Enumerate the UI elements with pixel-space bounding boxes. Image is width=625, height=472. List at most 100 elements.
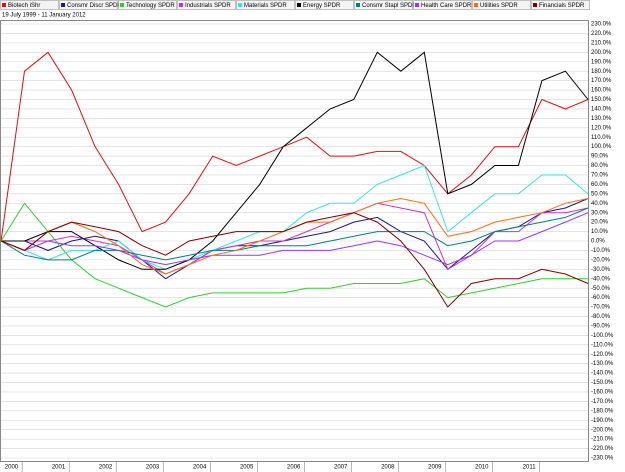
y-tick-label: 100.0% — [591, 144, 612, 150]
y-tick-label: -180.0% — [591, 408, 614, 414]
legend-swatch — [474, 3, 478, 7]
series-line — [1, 51, 589, 270]
y-tick-label: -210.0% — [591, 437, 614, 443]
legend-swatch — [356, 3, 360, 7]
legend-box — [413, 0, 472, 10]
y-tick-label: -200.0% — [591, 427, 614, 433]
y-tick-label: 210.0% — [591, 40, 612, 46]
y-tick-label: -120.0% — [591, 352, 614, 358]
series-line — [0, 207, 589, 261]
series-line — [1, 202, 589, 275]
y-tick-label: 180.0% — [591, 69, 612, 75]
legend-label: Consmr Stapl SPDR — [362, 3, 417, 9]
legend-box — [354, 0, 413, 10]
y-tick-label: 120.0% — [591, 125, 612, 131]
legend-box — [531, 0, 590, 10]
legend-swatch — [297, 3, 301, 7]
legend-label: Consmr Discr SPDR — [67, 3, 122, 9]
y-tick-label: 150.0% — [591, 97, 612, 103]
y-tick-label: -80.0% — [591, 314, 611, 320]
x-tick-label: 2001 — [52, 465, 66, 471]
x-tick-label: 2010 — [475, 465, 489, 471]
y-tick-label: -100.0% — [591, 333, 614, 339]
y-tick-label: -40.0% — [591, 276, 611, 282]
series-line — [0, 164, 589, 270]
series-line — [0, 51, 589, 242]
x-tick-label: 2003 — [146, 465, 160, 471]
x-tick-label: 2009 — [428, 465, 442, 471]
y-tick-label: -130.0% — [591, 361, 614, 367]
legend-swatch — [179, 3, 183, 7]
x-tick-label: 2005 — [240, 465, 254, 471]
y-tick-label: -50.0% — [591, 286, 611, 292]
y-tick-label: 140.0% — [591, 106, 612, 112]
legend-label: Industrials SPDR — [185, 3, 231, 9]
y-tick-label: 70.0% — [591, 173, 609, 179]
y-tick-label: 170.0% — [591, 78, 612, 84]
series-line — [0, 212, 589, 308]
y-tick-label: -20.0% — [591, 257, 611, 263]
x-tick-label: 2007 — [334, 465, 348, 471]
y-tick-label: 90.0% — [591, 154, 609, 160]
legend-box — [59, 0, 118, 10]
y-tick-label: -190.0% — [591, 418, 614, 424]
legend-swatch — [415, 3, 419, 7]
x-tick-label: 2011 — [523, 465, 537, 471]
y-tick-label: 40.0% — [591, 201, 609, 207]
y-tick-label: -10.0% — [591, 248, 611, 254]
legend-label: Health Care SPDR — [421, 3, 472, 9]
legend-box — [177, 0, 236, 10]
y-tick-label: 130.0% — [591, 116, 612, 122]
legend-swatch — [238, 3, 242, 7]
x-tick-label: 2000 — [5, 465, 19, 471]
legend-box — [295, 0, 354, 10]
legend-swatch — [2, 3, 6, 7]
series-line — [0, 202, 588, 308]
y-tick-label: 230.0% — [591, 22, 612, 28]
legend-label: Financials SPDR — [539, 3, 585, 9]
y-tick-label: 20.0% — [591, 220, 609, 226]
x-tick-label: 2002 — [99, 465, 113, 471]
x-tick-label: 2008 — [381, 465, 395, 471]
legend-swatch — [61, 3, 65, 7]
y-tick-label: -30.0% — [591, 267, 611, 273]
y-tick-label: -170.0% — [591, 399, 614, 405]
x-tick-label: 2006 — [287, 465, 301, 471]
legend-label: Technology SPDR — [126, 3, 175, 9]
y-tick-label: -110.0% — [591, 342, 614, 348]
y-tick-label: -90.0% — [591, 323, 611, 329]
legend-box — [236, 0, 295, 10]
y-tick-label: -150.0% — [591, 380, 614, 386]
y-tick-label: 80.0% — [591, 163, 609, 169]
legend-label: Materials SPDR — [244, 3, 287, 9]
legend-label: Energy SPDR — [303, 3, 341, 9]
legend-box — [472, 0, 531, 10]
plot-frame — [0, 20, 589, 462]
legend-label: Utilities SPDR — [480, 3, 518, 9]
series-line — [1, 198, 589, 280]
legend-swatch — [120, 3, 124, 7]
y-tick-label: 110.0% — [591, 135, 612, 141]
y-tick-label: -140.0% — [591, 371, 614, 377]
y-tick-label: 160.0% — [591, 88, 612, 94]
subtitle: 19 July 1999 - 11 January 2012 — [2, 13, 86, 19]
y-tick-label: 30.0% — [591, 210, 609, 216]
legend-box — [118, 0, 177, 10]
y-tick-label: 10.0% — [591, 229, 609, 235]
x-tick-label: 2004 — [193, 465, 207, 471]
y-tick-label: 0.0% — [591, 239, 605, 245]
y-tick-label: 60.0% — [591, 182, 609, 188]
legend-box — [0, 0, 59, 10]
y-tick-label: 220.0% — [591, 31, 612, 37]
y-tick-label: -70.0% — [591, 305, 611, 311]
y-tick-label: -60.0% — [591, 295, 611, 301]
legend-label: Biotech iShr — [8, 3, 40, 9]
series-line — [0, 212, 589, 266]
y-tick-label: 200.0% — [591, 50, 612, 56]
legend-swatch — [533, 3, 537, 7]
y-tick-label: 190.0% — [591, 59, 612, 65]
y-tick-label: 50.0% — [591, 191, 609, 197]
y-tick-label: -160.0% — [591, 390, 614, 396]
